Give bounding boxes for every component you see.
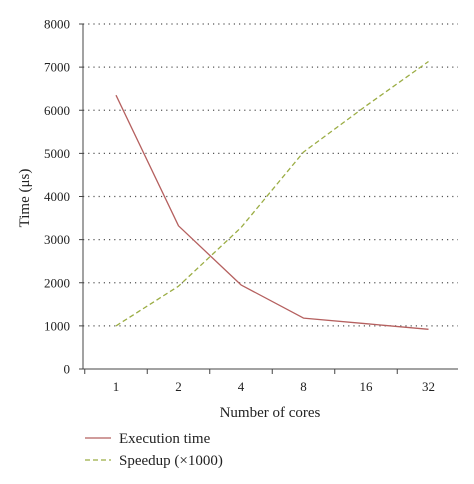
legend-label-execution-time: Execution time	[119, 431, 211, 447]
x-tick-label: 4	[238, 379, 245, 394]
y-tick-label: 0	[64, 362, 71, 377]
x-tick-label: 1	[113, 379, 120, 394]
x-tick-label: 16	[360, 379, 374, 394]
x-tick-label: 2	[175, 379, 182, 394]
series-line-execution-time	[115, 94, 429, 330]
series-lines	[115, 60, 429, 330]
y-ticks: 0 1000 2000 3000 4000 5000 6000 7000 8000	[44, 17, 83, 377]
y-tick-label: 6000	[44, 103, 70, 118]
x-ticks: 1 2 4 8 16 32	[84, 369, 435, 394]
legend-label-speedup: Speedup (×1000)	[119, 453, 223, 469]
y-tick-label: 8000	[44, 17, 70, 32]
grid-lines	[83, 23, 458, 327]
x-tick-label: 8	[300, 379, 307, 394]
series-line-speedup	[115, 60, 429, 327]
y-tick-label: 1000	[44, 318, 70, 333]
y-axis-title: Time (μs)	[17, 169, 33, 228]
y-tick-label: 4000	[44, 189, 70, 204]
legend: Execution time Speedup (×1000)	[85, 431, 223, 469]
x-tick-label: 32	[422, 379, 435, 394]
y-tick-label: 3000	[44, 232, 70, 247]
y-tick-label: 2000	[44, 275, 70, 290]
y-tick-label: 7000	[44, 60, 70, 75]
y-tick-label: 5000	[44, 146, 70, 161]
x-axis-title: Number of cores	[220, 405, 321, 421]
